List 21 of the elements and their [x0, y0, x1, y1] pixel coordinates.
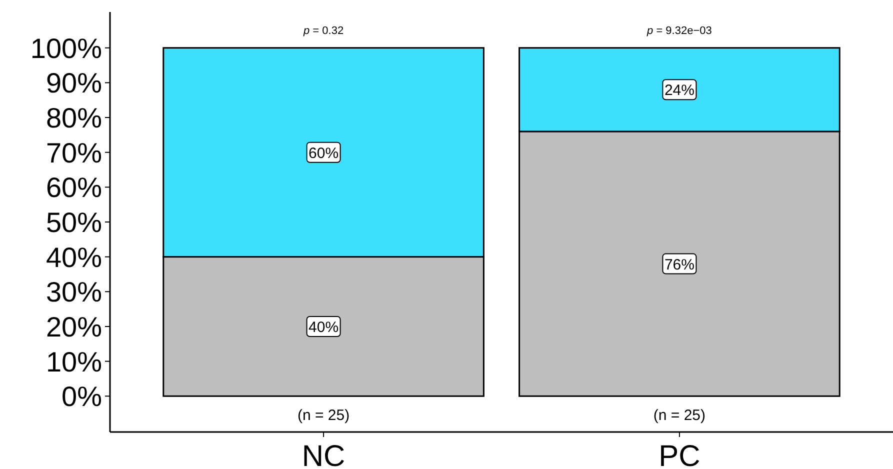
annotation: (n = 25): [297, 407, 350, 424]
y-tick-label: 0%: [62, 381, 102, 412]
annotation: p = 0.32: [302, 24, 344, 37]
annotation: p = 9.32e−03: [646, 24, 712, 37]
x-tick-label: PC: [658, 440, 700, 469]
data-label: 24%: [664, 82, 694, 100]
data-label: 76%: [664, 256, 694, 274]
y-tick-label: 60%: [46, 172, 102, 204]
y-tick-label: 100%: [30, 32, 102, 64]
y-tick-label: 20%: [46, 311, 102, 342]
y-tick-label: 30%: [46, 276, 102, 308]
y-tick-label: 80%: [46, 102, 102, 134]
data-label: 40%: [308, 318, 339, 336]
y-tick-label: 40%: [46, 242, 102, 273]
x-tick-label: NC: [302, 440, 346, 469]
y-tick-label: 50%: [46, 207, 102, 238]
y-tick-label: 70%: [46, 137, 102, 168]
y-tick-label: 90%: [46, 68, 102, 99]
data-label: 60%: [308, 144, 339, 162]
y-tick-label: 10%: [46, 346, 102, 378]
annotation: (n = 25): [653, 407, 706, 424]
